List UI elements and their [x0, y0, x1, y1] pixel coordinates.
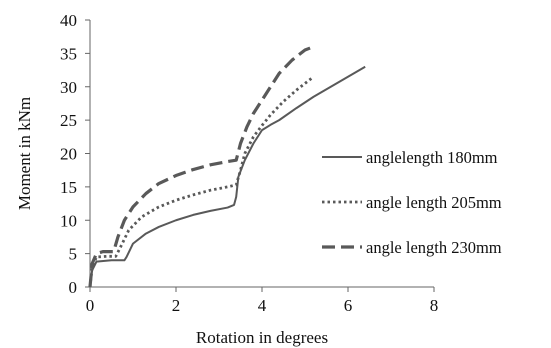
x-tick-label: 8	[430, 296, 439, 315]
legend-label-3: angle length 230mm	[366, 238, 502, 257]
series-line-1	[89, 65, 366, 288]
y-axis-title: Moment in kNm	[15, 97, 34, 210]
x-axis-title: Rotation in degrees	[196, 328, 328, 347]
y-tick-label: 0	[69, 278, 78, 297]
y-tick-label: 20	[60, 145, 77, 164]
series-line-3	[88, 45, 315, 288]
x-tick-label: 6	[344, 296, 353, 315]
x-tick-label: 0	[86, 296, 95, 315]
y-tick-label: 30	[60, 78, 77, 97]
x-tick-label: 4	[258, 296, 267, 315]
y-tick-label: 5	[69, 245, 78, 264]
y-tick-label: 15	[60, 178, 77, 197]
x-tick-label: 2	[172, 296, 181, 315]
legend-label-2: angle length 205mm	[366, 193, 502, 212]
y-tick-label: 10	[60, 211, 77, 230]
y-tick-label: 40	[60, 11, 77, 30]
series-group	[88, 45, 366, 288]
ticks: 0 5 10 15 20 25 30 35 40 0 2 4 6 8	[60, 11, 438, 315]
y-tick-label: 35	[60, 44, 77, 63]
legend-label-1: anglelength 180mm	[366, 148, 498, 167]
legend: anglelength 180mm angle length 205mm angle…	[322, 148, 502, 257]
series-line-2	[88, 75, 315, 288]
y-tick-label: 25	[60, 111, 77, 130]
